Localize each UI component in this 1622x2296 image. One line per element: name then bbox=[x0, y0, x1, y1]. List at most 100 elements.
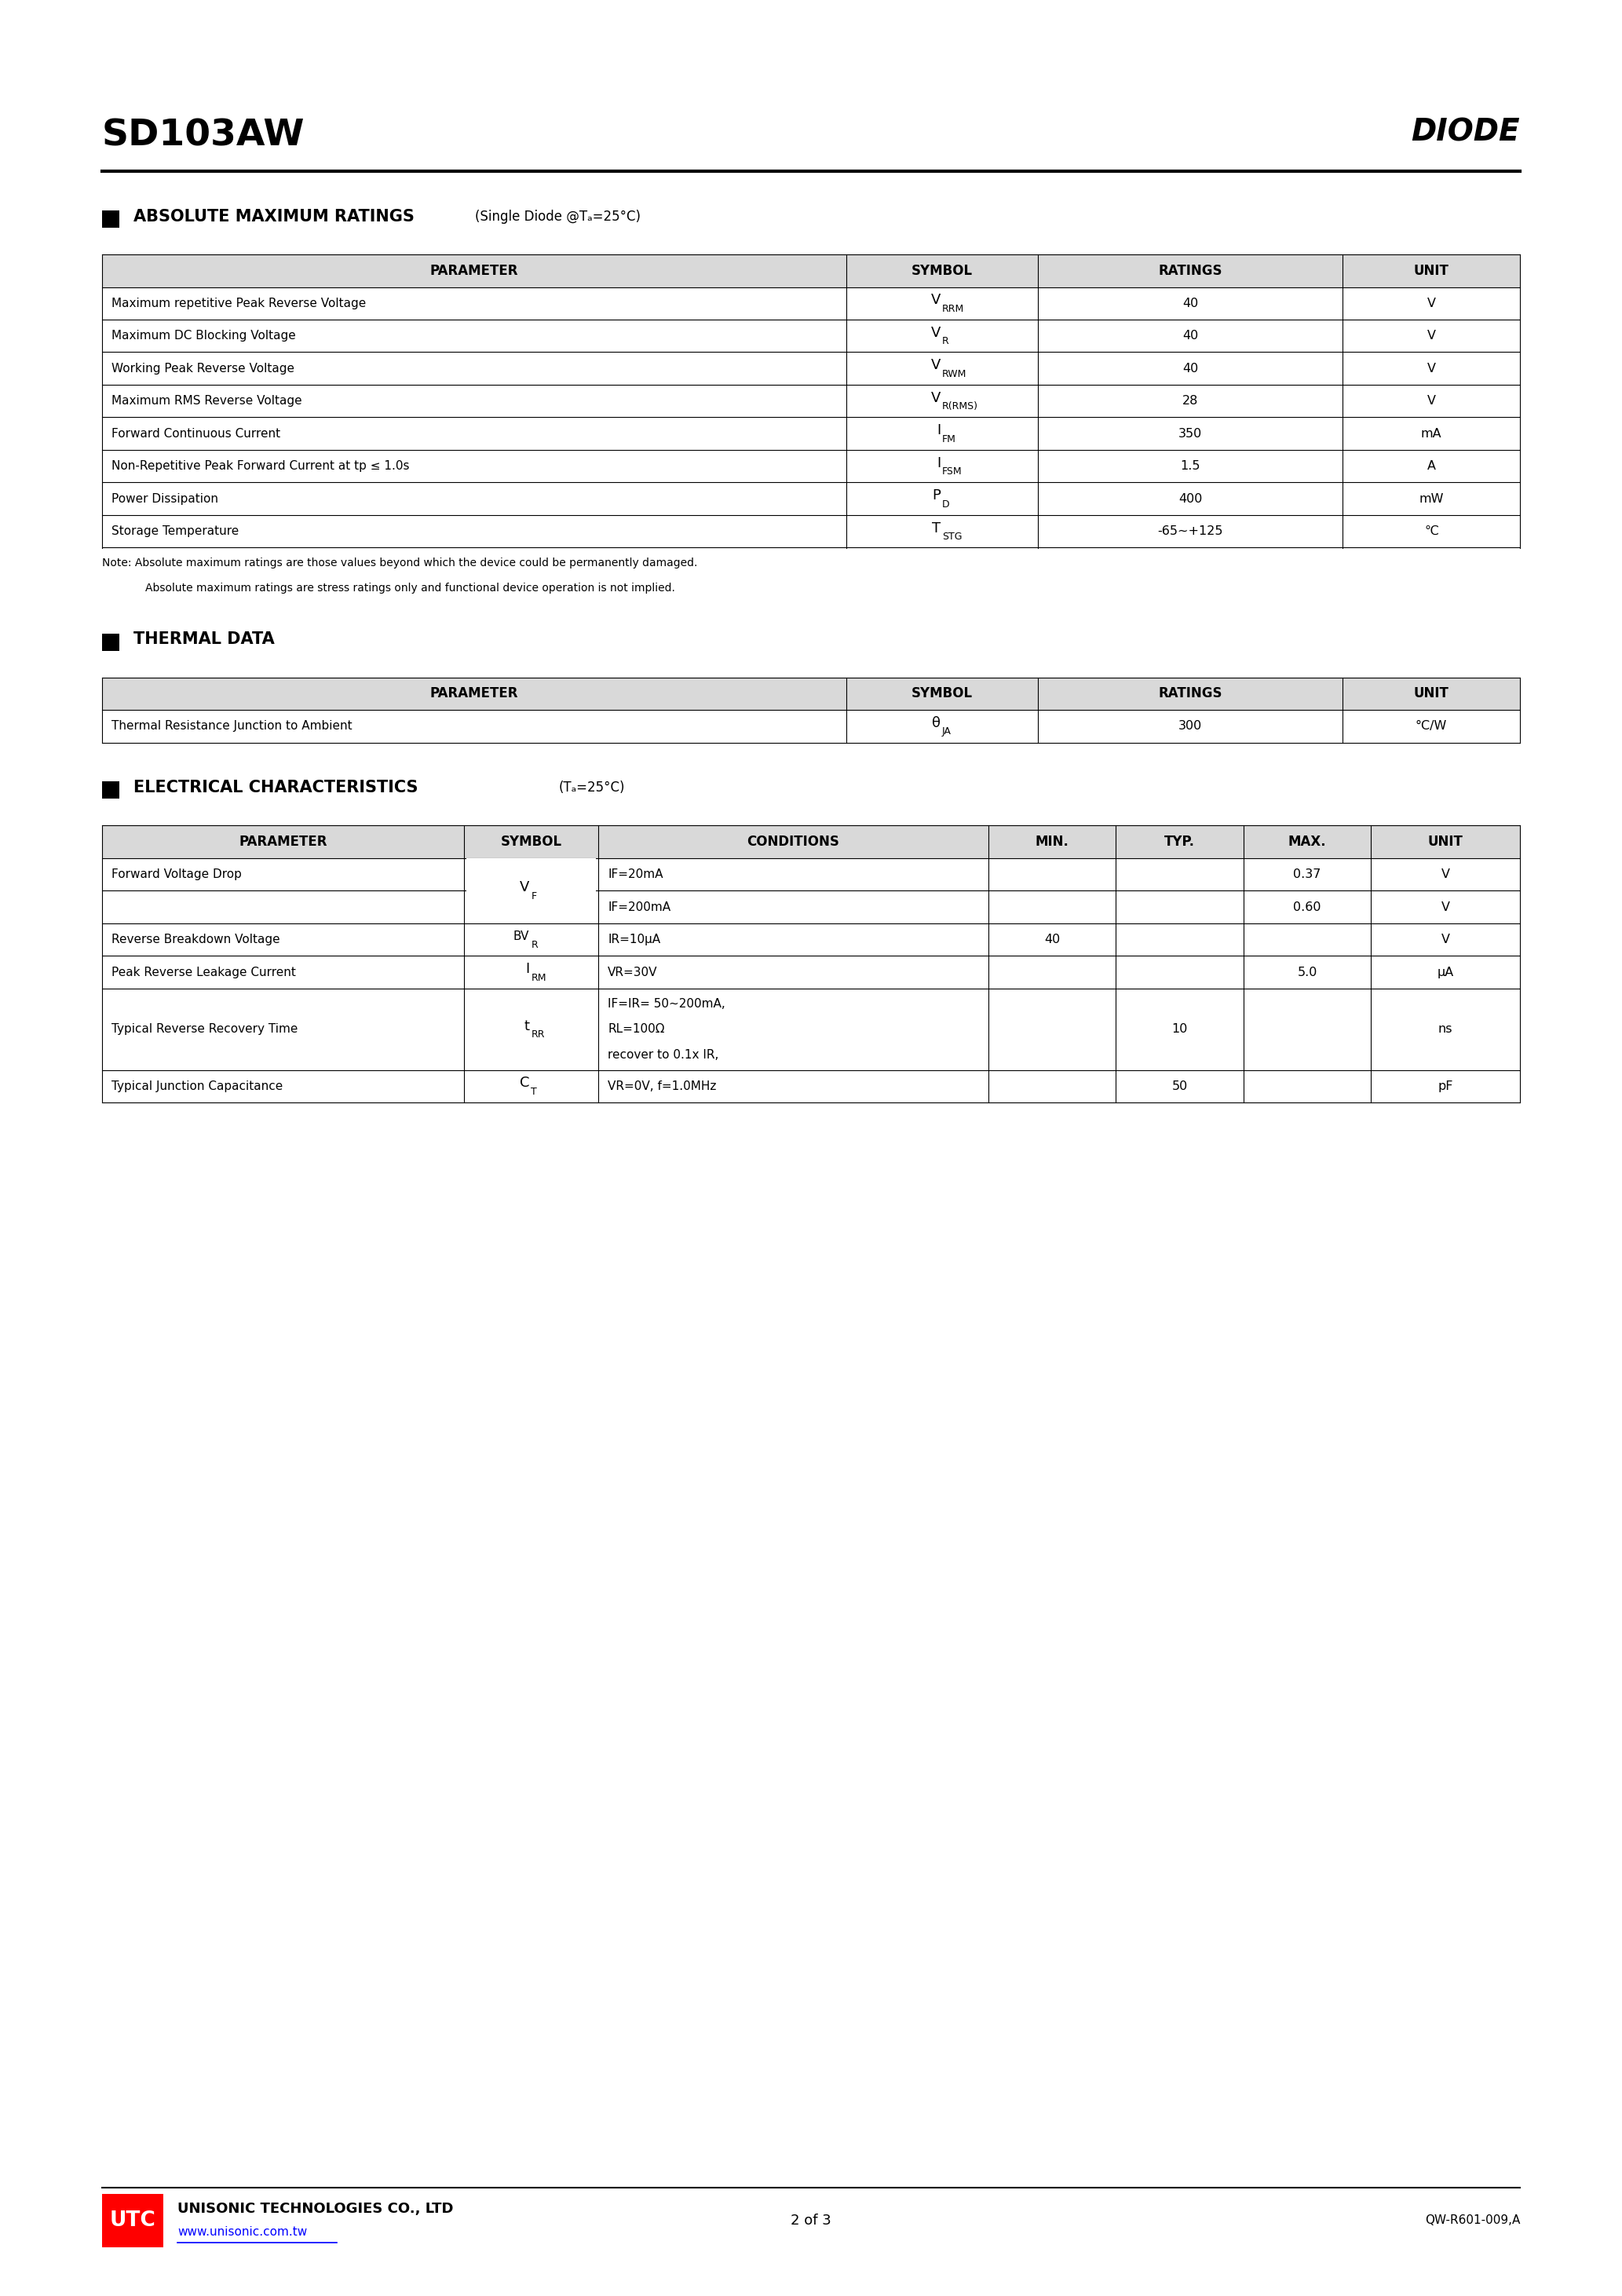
Text: SYMBOL: SYMBOL bbox=[500, 836, 561, 850]
Text: SYMBOL: SYMBOL bbox=[912, 264, 973, 278]
Text: IR=10μA: IR=10μA bbox=[608, 934, 660, 946]
Text: T: T bbox=[933, 521, 941, 535]
Text: 40: 40 bbox=[1182, 363, 1199, 374]
Text: Peak Reverse Leakage Current: Peak Reverse Leakage Current bbox=[112, 967, 295, 978]
Text: 300: 300 bbox=[1179, 721, 1202, 732]
Text: V: V bbox=[1427, 298, 1435, 310]
Text: V: V bbox=[1442, 934, 1450, 946]
Text: 28: 28 bbox=[1182, 395, 1199, 406]
Text: Note: Absolute maximum ratings are those values beyond which the device could be: Note: Absolute maximum ratings are those… bbox=[102, 558, 697, 567]
Text: V: V bbox=[1427, 363, 1435, 374]
Text: 0.37: 0.37 bbox=[1293, 868, 1322, 879]
Text: V: V bbox=[931, 326, 941, 340]
Text: UTC: UTC bbox=[110, 2211, 156, 2232]
Text: D: D bbox=[942, 498, 950, 510]
Text: R(RMS): R(RMS) bbox=[942, 402, 978, 411]
Text: RM: RM bbox=[530, 974, 547, 983]
Text: C: C bbox=[519, 1077, 529, 1091]
Text: MIN.: MIN. bbox=[1035, 836, 1069, 850]
Text: T: T bbox=[530, 1086, 537, 1097]
Text: Thermal Resistance Junction to Ambient: Thermal Resistance Junction to Ambient bbox=[112, 721, 352, 732]
Text: SD103AW: SD103AW bbox=[102, 117, 305, 154]
Bar bbox=[466, 859, 595, 921]
Bar bbox=[102, 2195, 164, 2248]
Text: RATINGS: RATINGS bbox=[1158, 264, 1223, 278]
Text: I: I bbox=[526, 962, 529, 976]
Text: t: t bbox=[524, 1019, 529, 1033]
Text: R: R bbox=[530, 939, 539, 951]
Text: 10: 10 bbox=[1171, 1024, 1187, 1035]
Bar bbox=[102, 255, 1520, 549]
Text: MAX.: MAX. bbox=[1288, 836, 1327, 850]
Text: V: V bbox=[1427, 395, 1435, 406]
Bar bbox=[848, 354, 1035, 383]
Text: IF=200mA: IF=200mA bbox=[608, 902, 670, 914]
Text: -65~+125: -65~+125 bbox=[1158, 526, 1223, 537]
Text: 0.60: 0.60 bbox=[1293, 902, 1322, 914]
Text: www.unisonic.com.tw: www.unisonic.com.tw bbox=[177, 2227, 307, 2239]
Text: Maximum repetitive Peak Reverse Voltage: Maximum repetitive Peak Reverse Voltage bbox=[112, 298, 367, 310]
Bar bbox=[102, 677, 1520, 709]
Text: (Tₐ=25°C): (Tₐ=25°C) bbox=[560, 781, 626, 794]
Text: 40: 40 bbox=[1045, 934, 1061, 946]
Text: P: P bbox=[933, 489, 941, 503]
Text: I: I bbox=[936, 457, 941, 471]
Text: Absolute maximum ratings are stress ratings only and functional device operation: Absolute maximum ratings are stress rati… bbox=[146, 583, 675, 595]
Bar bbox=[102, 211, 120, 227]
Bar bbox=[102, 677, 1520, 742]
Text: V: V bbox=[931, 390, 941, 404]
Text: ABSOLUTE MAXIMUM RATINGS: ABSOLUTE MAXIMUM RATINGS bbox=[133, 209, 415, 225]
Text: FSM: FSM bbox=[942, 466, 962, 478]
Text: THERMAL DATA: THERMAL DATA bbox=[133, 631, 274, 647]
Text: A: A bbox=[1427, 459, 1435, 473]
Bar bbox=[848, 321, 1035, 351]
Bar bbox=[467, 889, 595, 893]
Text: RL=100Ω: RL=100Ω bbox=[608, 1024, 665, 1035]
Text: μA: μA bbox=[1437, 967, 1453, 978]
Text: DIODE: DIODE bbox=[1411, 117, 1520, 147]
Text: FM: FM bbox=[942, 434, 957, 443]
Text: Forward Continuous Current: Forward Continuous Current bbox=[112, 427, 281, 439]
Text: 5.0: 5.0 bbox=[1298, 967, 1317, 978]
Text: Working Peak Reverse Voltage: Working Peak Reverse Voltage bbox=[112, 363, 295, 374]
Text: RWM: RWM bbox=[942, 370, 967, 379]
Text: JA: JA bbox=[942, 726, 952, 737]
Text: Storage Temperature: Storage Temperature bbox=[112, 526, 238, 537]
Bar bbox=[848, 386, 1035, 416]
Text: RATINGS: RATINGS bbox=[1158, 687, 1223, 700]
Bar bbox=[466, 1072, 595, 1100]
Text: RRM: RRM bbox=[942, 303, 965, 315]
Text: V: V bbox=[1442, 902, 1450, 914]
Text: Non-Repetitive Peak Forward Current at tp ≤ 1.0s: Non-Repetitive Peak Forward Current at t… bbox=[112, 459, 409, 473]
Text: PARAMETER: PARAMETER bbox=[430, 687, 519, 700]
Bar bbox=[848, 484, 1035, 512]
Bar bbox=[102, 255, 1520, 287]
Text: I: I bbox=[936, 422, 941, 439]
Text: VR=30V: VR=30V bbox=[608, 967, 657, 978]
Bar bbox=[102, 781, 120, 799]
Text: VR=0V, f=1.0MHz: VR=0V, f=1.0MHz bbox=[608, 1081, 717, 1093]
Text: TYP.: TYP. bbox=[1165, 836, 1195, 850]
Text: Reverse Breakdown Voltage: Reverse Breakdown Voltage bbox=[112, 934, 281, 946]
Text: Maximum DC Blocking Voltage: Maximum DC Blocking Voltage bbox=[112, 331, 295, 342]
Text: Power Dissipation: Power Dissipation bbox=[112, 494, 219, 505]
Text: V: V bbox=[519, 882, 529, 895]
Text: Forward Voltage Drop: Forward Voltage Drop bbox=[112, 868, 242, 879]
Text: QW-R601-009,A: QW-R601-009,A bbox=[1424, 2216, 1520, 2227]
Text: IF=IR= 50~200mA,: IF=IR= 50~200mA, bbox=[608, 999, 725, 1010]
Text: CONDITIONS: CONDITIONS bbox=[748, 836, 840, 850]
Text: 50: 50 bbox=[1171, 1081, 1187, 1093]
Text: pF: pF bbox=[1437, 1081, 1453, 1093]
Bar bbox=[848, 420, 1035, 448]
Text: ℃: ℃ bbox=[1424, 526, 1439, 537]
Text: 40: 40 bbox=[1182, 331, 1199, 342]
Text: V: V bbox=[1442, 868, 1450, 879]
Bar bbox=[848, 452, 1035, 480]
Bar bbox=[466, 957, 595, 987]
Text: V: V bbox=[931, 294, 941, 308]
Text: Maximum RMS Reverse Voltage: Maximum RMS Reverse Voltage bbox=[112, 395, 302, 406]
Bar bbox=[102, 827, 1520, 1102]
Bar bbox=[848, 712, 1035, 742]
Text: F: F bbox=[530, 891, 537, 902]
Bar bbox=[848, 289, 1035, 317]
